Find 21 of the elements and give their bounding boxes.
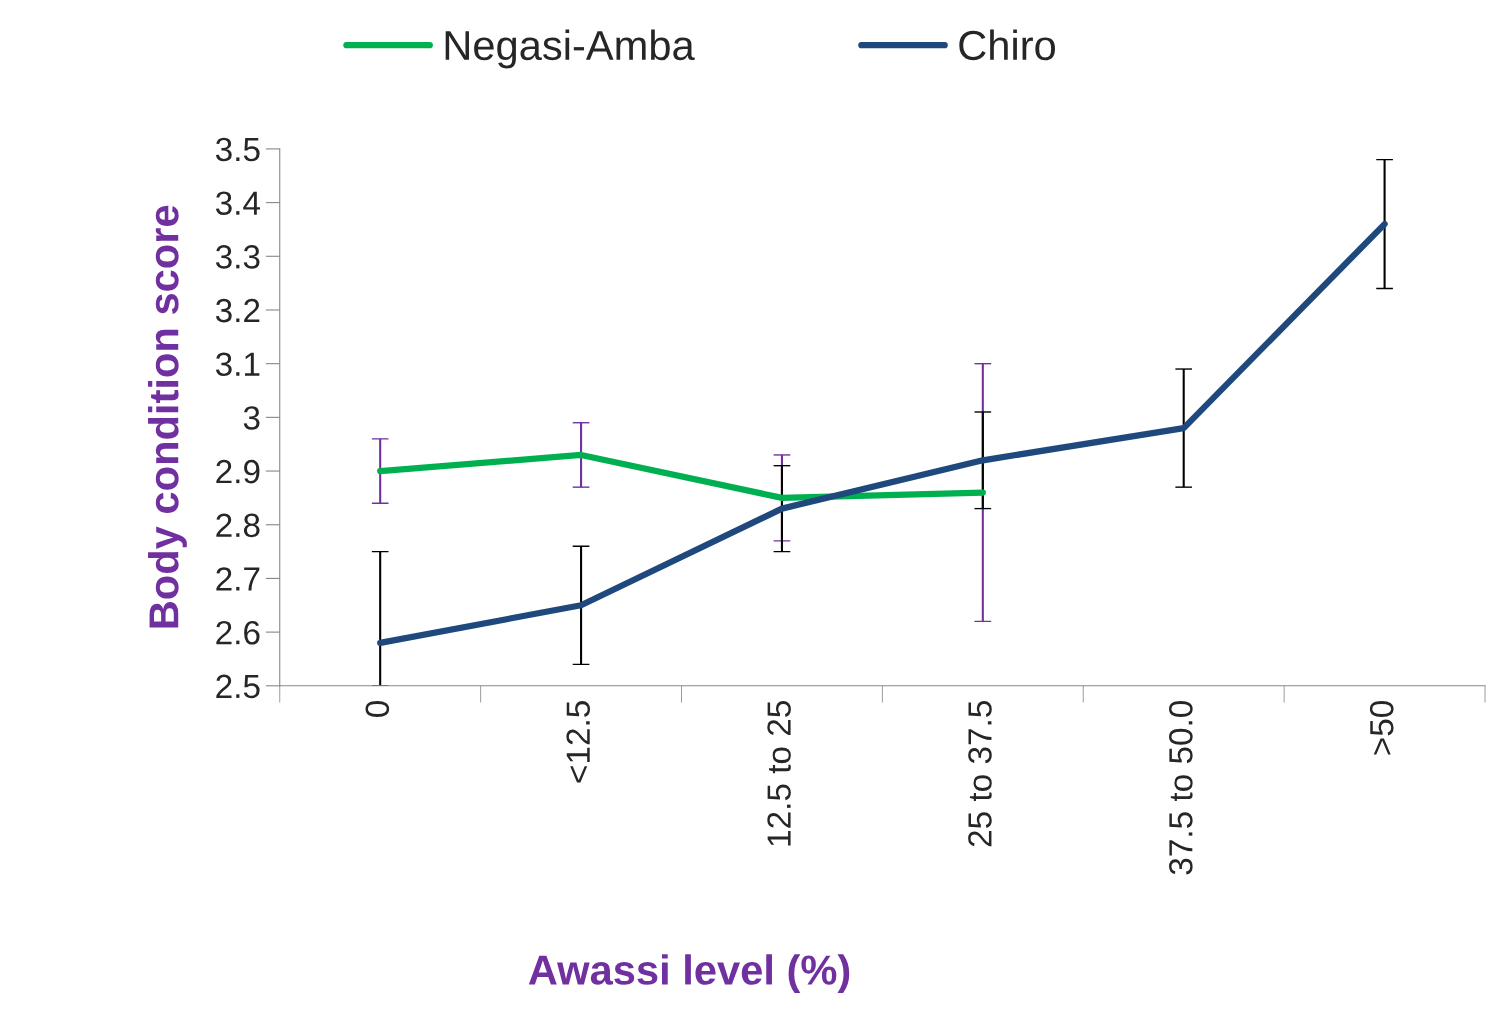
y-tick-label: 2.8 [216, 513, 260, 538]
x-tick-label: 0 [365, 700, 390, 717]
x-tick-label: <12.5 [566, 701, 591, 783]
x-axis-title: Awassi level (%) [528, 954, 850, 994]
y-axis-title: Body condition score [148, 205, 187, 628]
x-tick-label: 37.5 to 50.0 [1169, 700, 1193, 875]
y-tick-label: 3.3 [215, 245, 260, 269]
legend-label: Negasi-Amba [445, 29, 695, 69]
y-tick-label: 2.9 [216, 459, 260, 484]
y-tick-label: 2.6 [216, 620, 260, 645]
x-tick-label: >50 [1369, 700, 1394, 755]
legend-label: Chiro [959, 29, 1055, 61]
y-tick-label: 3.5 [215, 137, 260, 162]
y-tick-label: 2.7 [216, 567, 260, 591]
x-tick-label: 12.5 to 25 [767, 701, 791, 846]
x-tick-label: 25 to 37.5 [968, 701, 992, 847]
y-tick-label: 3.1 [215, 352, 260, 377]
y-tick-label: 3.2 [215, 298, 260, 323]
y-tick-label: 3 [243, 406, 260, 430]
y-tick-label: 2.5 [216, 674, 260, 699]
y-tick-label: 3.4 [215, 191, 261, 216]
